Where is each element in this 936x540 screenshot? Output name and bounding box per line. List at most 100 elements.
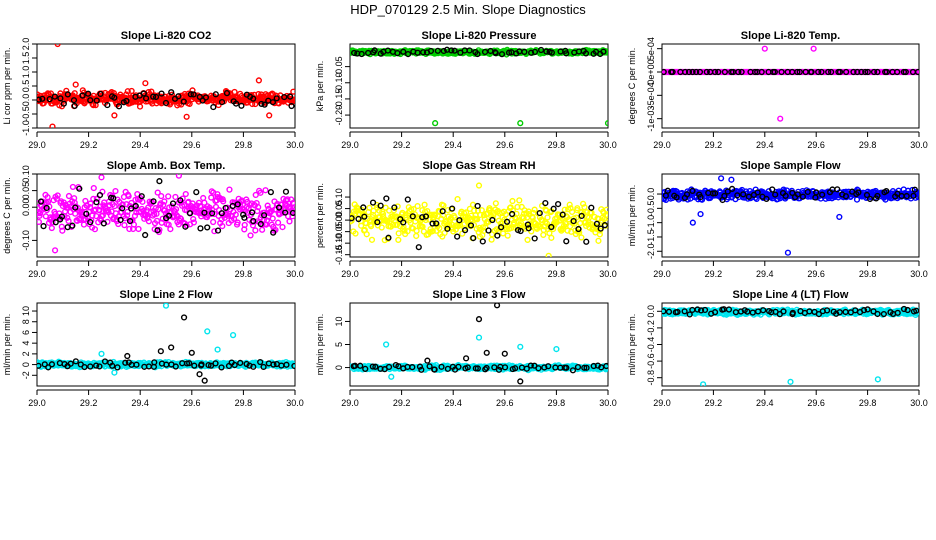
reference-point — [85, 90, 92, 97]
x-tick-label: 29.6 — [496, 398, 514, 408]
reference-point — [503, 218, 511, 225]
reference-point — [482, 366, 489, 373]
reference-point — [454, 233, 461, 240]
reference-point — [581, 364, 588, 371]
y-tick-label: 0e+00 — [646, 59, 656, 84]
reference-point — [548, 223, 555, 231]
data-point — [48, 224, 55, 232]
outlier-point — [517, 120, 524, 127]
reference-point — [69, 222, 76, 229]
data-point — [226, 186, 233, 193]
reference-point — [501, 364, 509, 371]
reference-point — [60, 100, 67, 107]
reference-point — [715, 68, 722, 76]
x-tick-label: 29.6 — [807, 398, 825, 408]
panel-1: Slope Li-820 CO2 29.0 29.2 29.4 29.6 29.8 30.0… — [2, 30, 304, 150]
data-point — [72, 210, 79, 217]
data-point — [492, 200, 499, 207]
reference-point — [87, 363, 94, 370]
data-point — [58, 223, 65, 230]
data-point — [183, 222, 190, 229]
data-point — [522, 225, 529, 232]
x-tick-label: 29.4 — [131, 269, 149, 279]
x-tick-label: 29.8 — [859, 398, 877, 408]
y-tick-label: -0.5 — [646, 201, 656, 217]
y-tick-label: 0.10 — [21, 165, 31, 183]
reference-point — [140, 90, 147, 97]
reference-point — [111, 94, 118, 101]
reference-point — [377, 202, 384, 209]
reference-point — [479, 238, 486, 245]
data-point — [408, 206, 415, 213]
reference-point — [489, 216, 496, 224]
reference-outlier-point — [463, 355, 470, 362]
outlier-point — [183, 113, 190, 120]
reference-point — [282, 188, 290, 195]
y-axis-label: degrees C per min. — [627, 48, 637, 125]
points — [37, 174, 295, 254]
outlier-point — [204, 328, 211, 335]
data-point — [255, 204, 262, 211]
reference-point — [361, 213, 368, 220]
data-point — [139, 198, 146, 205]
reference-point — [697, 307, 705, 314]
reference-point — [474, 365, 481, 372]
outlier-point — [697, 210, 704, 218]
data-point — [604, 212, 608, 219]
y-tick-label: 5e-04 — [646, 37, 656, 60]
y-axis-label: ml/min per min. — [2, 314, 12, 376]
data-point — [581, 204, 588, 211]
reference-point — [485, 227, 492, 234]
reference-point — [780, 308, 787, 315]
data-point — [182, 190, 189, 198]
data-point — [566, 201, 573, 208]
data-point — [53, 195, 60, 202]
reference-point — [850, 68, 857, 76]
reference-point — [71, 102, 78, 110]
x-tick-label: 30.0 — [286, 140, 304, 150]
reference-point — [711, 309, 719, 316]
reference-point — [563, 238, 570, 245]
x-tick-label: 29.6 — [183, 398, 201, 408]
data-point — [87, 200, 94, 207]
reference-point — [97, 90, 104, 98]
reference-point — [212, 360, 219, 367]
reference-point — [46, 96, 53, 103]
data-point — [382, 204, 389, 211]
data-point — [119, 201, 126, 208]
data-point — [165, 193, 172, 200]
plot-frame — [661, 43, 920, 129]
reference-point — [521, 48, 528, 55]
data-point — [64, 214, 71, 221]
x-tick-label: 30.0 — [599, 140, 617, 150]
reference-point — [150, 93, 157, 100]
data-point — [211, 228, 218, 235]
x-tick-label: 29.4 — [756, 269, 774, 279]
reference-point — [232, 100, 240, 107]
reference-point — [685, 68, 693, 76]
data-point — [436, 208, 443, 215]
data-point — [111, 203, 118, 210]
outlier-point — [604, 120, 608, 127]
reference-point — [260, 212, 268, 219]
x-tick-label: 29.4 — [131, 398, 149, 408]
reference-point — [58, 213, 65, 220]
data-point — [135, 225, 142, 233]
data-point — [390, 207, 398, 214]
data-point — [436, 225, 443, 232]
reference-point — [528, 49, 535, 56]
data-point — [537, 223, 544, 230]
reference-point — [545, 363, 552, 370]
data-point — [234, 219, 241, 226]
reference-point — [156, 178, 163, 185]
outlier-point — [111, 369, 118, 376]
y-axis-label: Li cor ppm per min. — [2, 47, 12, 124]
reference-point — [357, 362, 364, 369]
reference-point — [448, 47, 455, 54]
reference-point — [234, 201, 241, 208]
reference-point — [559, 211, 566, 218]
x-tick-label: 29.2 — [393, 398, 411, 408]
x-tick-label: 29.8 — [548, 140, 566, 150]
data-point — [167, 226, 174, 233]
data-point — [350, 217, 355, 224]
